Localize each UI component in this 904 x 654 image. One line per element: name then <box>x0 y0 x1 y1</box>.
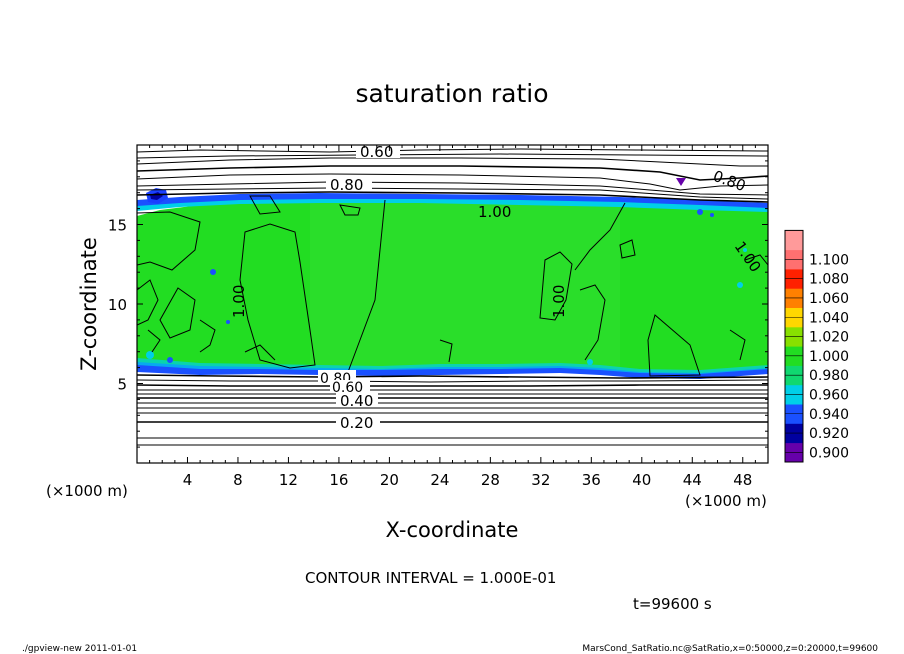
y-tick-label: 15 <box>108 217 127 235</box>
x-tick-label: 20 <box>380 471 399 489</box>
contour-lines <box>137 148 768 446</box>
colorbar-swatch <box>785 230 803 251</box>
x-unit-label: (×1000 m) <box>685 492 767 510</box>
colorbar-label: 0.920 <box>809 426 849 442</box>
x-tick-label: 24 <box>430 471 449 489</box>
colorbar-label: 1.080 <box>809 272 849 288</box>
x-tick-label: 48 <box>733 471 752 489</box>
x-tick-label: 8 <box>233 471 243 489</box>
y-unit-label: (×1000 m) <box>46 482 128 500</box>
colorbar-label: 1.020 <box>809 330 849 346</box>
colorbar-label: 1.040 <box>809 310 849 326</box>
colorbar-label: 1.000 <box>809 349 849 365</box>
plot-area: 0.60 0.80 0.80 1.00 1.00 1.00 1.00 0.80 … <box>108 143 769 489</box>
y-tick-label: 10 <box>108 296 127 314</box>
contour-labels: 0.60 0.80 0.80 1.00 1.00 1.00 1.00 0.80 … <box>230 143 765 432</box>
contour-label: 1.00 <box>230 285 248 318</box>
time-label: t=99600 s <box>633 595 712 613</box>
colorbar-label: 0.960 <box>809 387 849 403</box>
x-tick-label: 28 <box>481 471 500 489</box>
contour-label: 0.20 <box>340 414 373 432</box>
x-tick-label: 36 <box>582 471 601 489</box>
contour-label: 1.00 <box>478 203 511 221</box>
colorbar-label: 0.940 <box>809 407 849 423</box>
contour-label: 0.40 <box>340 392 373 410</box>
contour-label: 1.00 <box>550 285 568 318</box>
x-tick-label: 16 <box>329 471 348 489</box>
x-tick-label: 12 <box>279 471 298 489</box>
contour-label: 0.60 <box>360 143 393 161</box>
footer-left: ./gpview-new 2011-01-01 <box>22 644 137 654</box>
x-tick-label: 40 <box>632 471 651 489</box>
x-axis-label: X-coordinate <box>386 518 519 542</box>
y-tick-label: 5 <box>117 376 127 394</box>
contour-interval-text: CONTOUR INTERVAL = 1.000E-01 <box>305 569 556 587</box>
colorbar-frame <box>784 229 804 463</box>
chart-title: saturation ratio <box>355 79 548 108</box>
colorbar: 0.900 0.920 0.940 0.960 0.980 1.000 1.020 1.040… <box>784 229 849 463</box>
footer-right: MarsCond_SatRatio.nc@SatRatio,x=0:50000,… <box>582 644 878 654</box>
colorbar-label: 0.980 <box>809 368 849 384</box>
x-tick-label: 4 <box>183 471 193 489</box>
x-tick-label: 32 <box>531 471 550 489</box>
y-axis-label: Z-coordinate <box>77 237 101 371</box>
colorbar-label: 0.900 <box>809 445 849 461</box>
colorbar-label: 1.100 <box>809 252 849 268</box>
colorbar-label: 1.060 <box>809 291 849 307</box>
contour-label: 0.80 <box>330 176 363 194</box>
x-tick-label: 44 <box>683 471 702 489</box>
